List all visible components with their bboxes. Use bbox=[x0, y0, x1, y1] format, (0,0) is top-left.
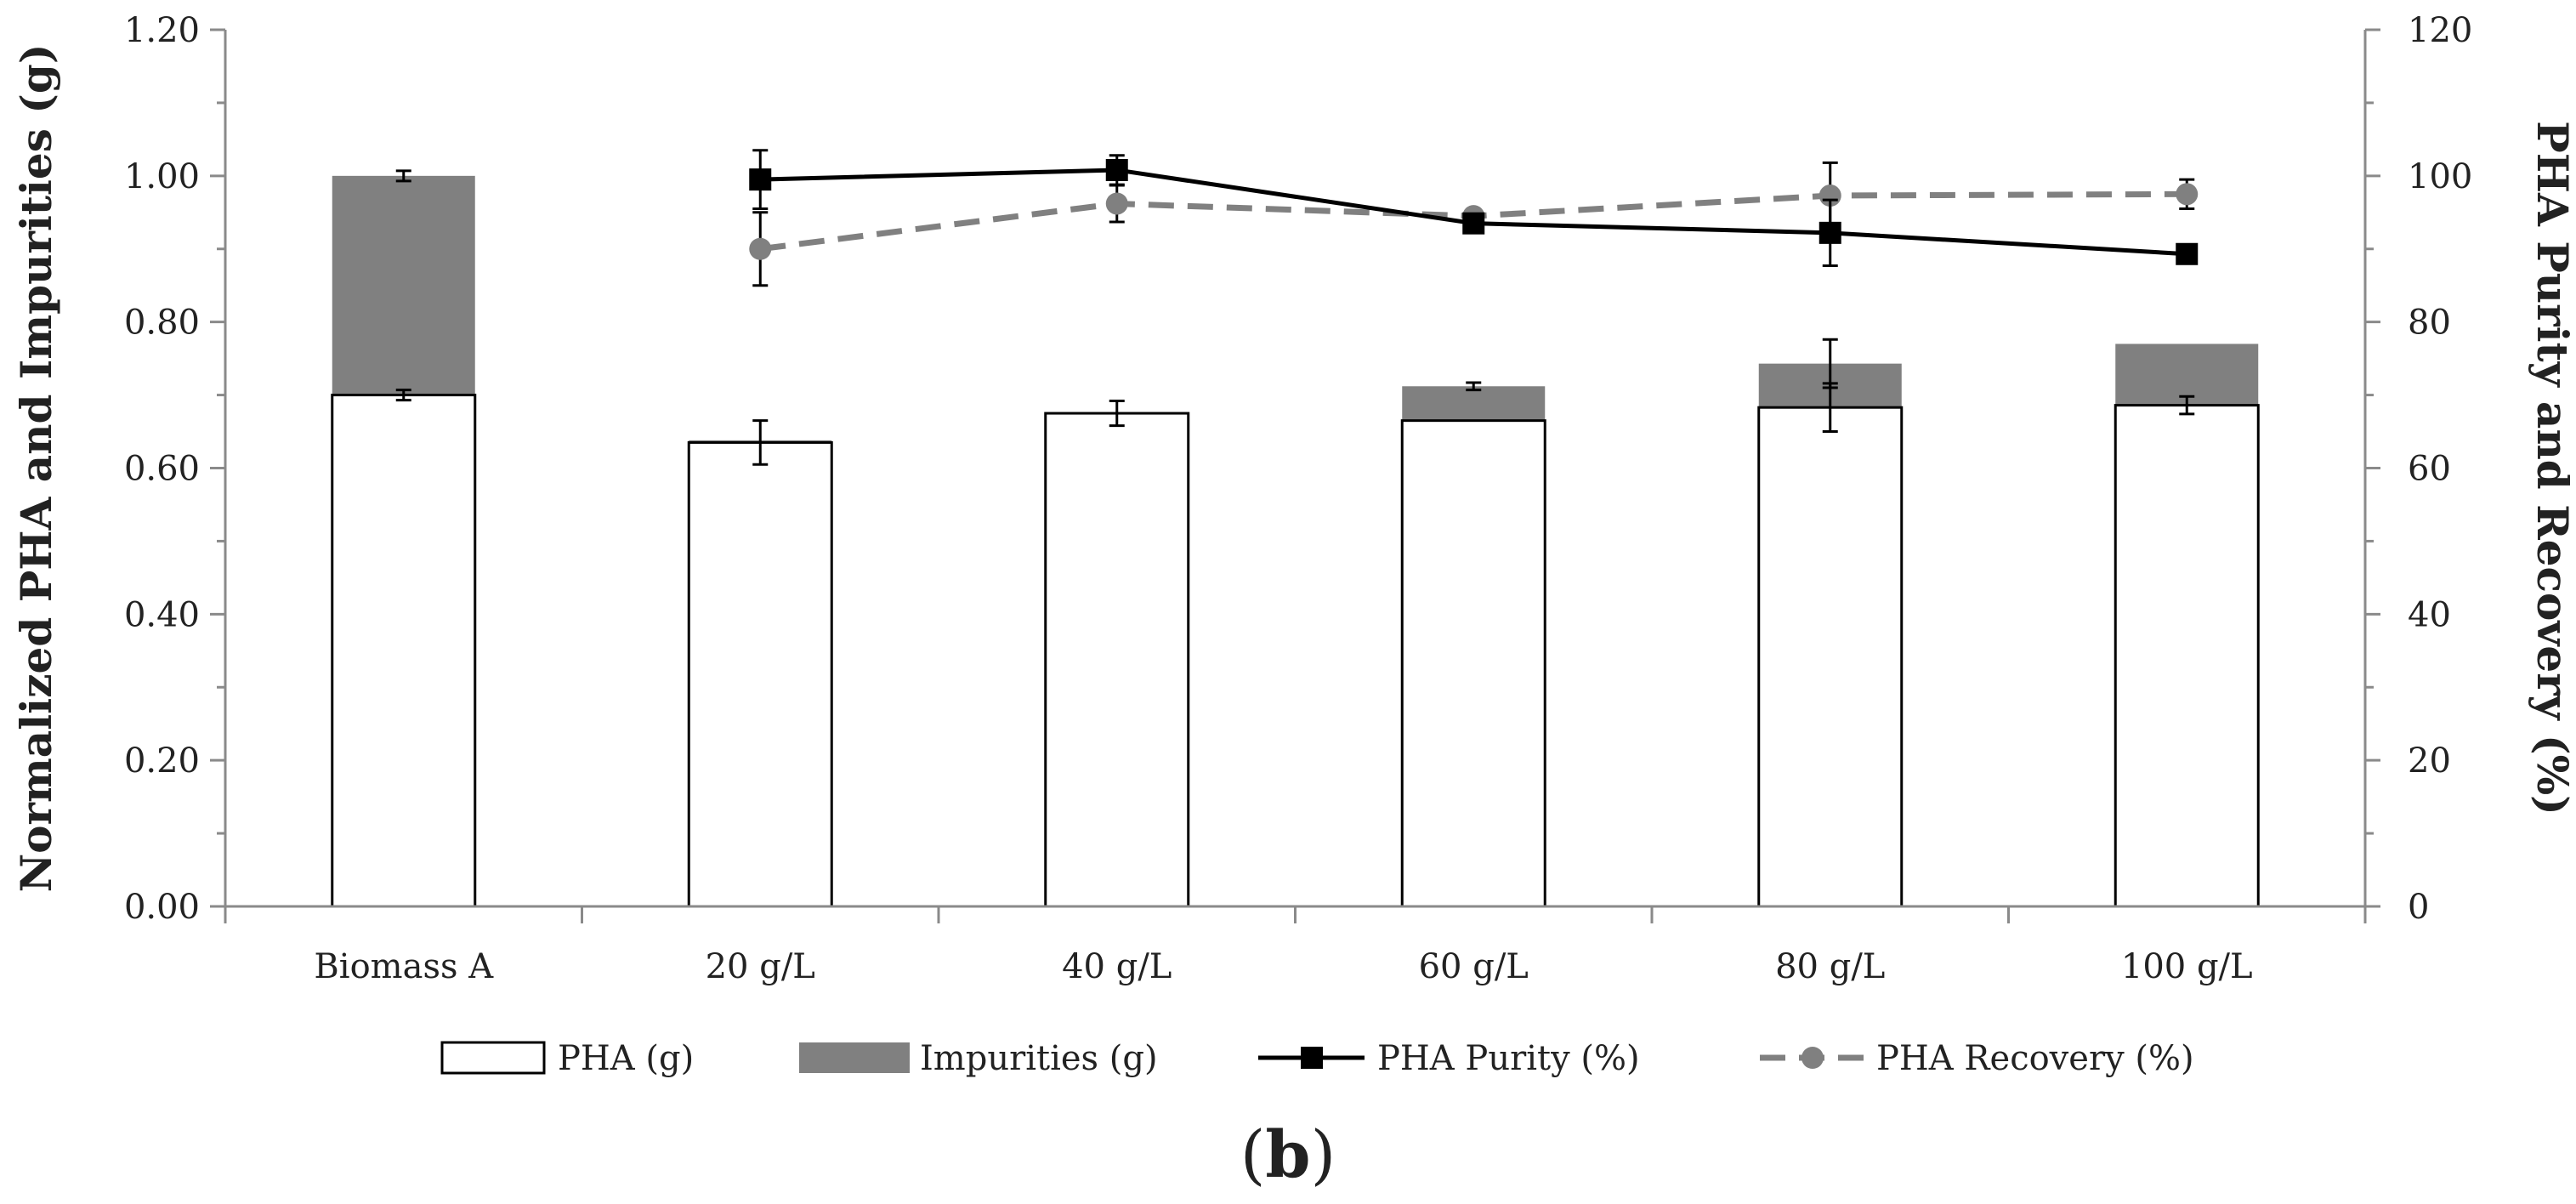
right-tick-label: 20 bbox=[2408, 741, 2451, 781]
right-tick-label: 0 bbox=[2408, 888, 2429, 927]
legend-swatch-pha bbox=[440, 1041, 546, 1075]
panel-label: (b) bbox=[1240, 1116, 1336, 1192]
x-tick-label: 40 g/L bbox=[1062, 947, 1172, 986]
x-axis-ticks: Biomass A 20 g/L 40 g/L 60 g/L 80 g/L 100 g/L bbox=[224, 906, 2367, 986]
x-tick-label: Biomass A bbox=[314, 947, 494, 986]
left-axis-ticks: 0.00 0.20 0.40 0.60 0.80 1.00 1.20 bbox=[124, 11, 225, 927]
left-tick-label: 0.40 bbox=[124, 595, 200, 634]
left-tick-label: 1.20 bbox=[124, 11, 200, 50]
right-tick-label: 60 bbox=[2408, 450, 2451, 489]
bar-error-bars bbox=[395, 169, 2195, 466]
error-bar-impurities bbox=[1822, 338, 1838, 389]
left-tick-label: 0.60 bbox=[124, 450, 200, 489]
error-bar-impurities bbox=[1466, 381, 1482, 392]
point-purity bbox=[1819, 221, 1841, 244]
left-tick-label: 0.80 bbox=[124, 304, 200, 343]
bar-impurities bbox=[1402, 386, 1546, 421]
error-bar-impurities bbox=[395, 169, 411, 183]
left-axis-title: Normalized PHA and Impurities (g) bbox=[11, 43, 61, 892]
right-axis-title: PHA Purity and Recovery (%) bbox=[2528, 121, 2576, 815]
error-bar-pha bbox=[395, 389, 411, 402]
point-purity bbox=[2176, 242, 2199, 265]
right-tick-label: 100 bbox=[2408, 157, 2472, 196]
x-tick-label: 20 g/L bbox=[706, 947, 815, 986]
bar-pha bbox=[1044, 412, 1190, 908]
point-purity bbox=[1462, 212, 1485, 235]
x-tick-label: 100 g/L bbox=[2121, 947, 2253, 986]
error-bar-pha bbox=[752, 419, 769, 466]
legend-marker-recovery bbox=[1801, 1047, 1824, 1069]
bar-pha bbox=[1400, 419, 1546, 908]
right-tick-label: 40 bbox=[2408, 595, 2451, 634]
bars-layer bbox=[331, 175, 2260, 908]
bar-pha bbox=[687, 440, 833, 908]
panel-label-open: ( bbox=[1240, 1116, 1266, 1192]
legend-label-purity: PHA Purity (%) bbox=[1377, 1039, 1640, 1078]
left-tick-label: 0.00 bbox=[124, 888, 200, 927]
bar-pha bbox=[2114, 404, 2260, 908]
x-tick-label: 80 g/L bbox=[1775, 947, 1885, 986]
bar-pha bbox=[1757, 406, 1904, 908]
point-purity bbox=[1105, 158, 1128, 181]
axes-layer bbox=[224, 30, 2367, 908]
legend-marker-purity bbox=[1301, 1047, 1323, 1069]
bar-pha bbox=[331, 394, 477, 908]
error-bar-pha bbox=[2179, 395, 2195, 416]
panel-label-close: ) bbox=[1311, 1116, 1336, 1192]
left-tick-label: 0.20 bbox=[124, 741, 200, 781]
panel-label-letter: b bbox=[1265, 1116, 1310, 1192]
right-tick-label: 80 bbox=[2408, 304, 2451, 343]
point-purity bbox=[749, 168, 772, 191]
point-recovery bbox=[2176, 183, 2199, 206]
bar-impurities bbox=[2115, 344, 2259, 406]
right-tick-label: 120 bbox=[2408, 11, 2472, 50]
point-recovery bbox=[1105, 192, 1128, 215]
left-tick-label: 1.00 bbox=[124, 157, 200, 196]
lines-layer bbox=[749, 149, 2199, 287]
legend-label-pha: PHA (g) bbox=[558, 1039, 694, 1078]
legend: PHA (g) Impurities (g) PHA Purity (%) PH… bbox=[440, 1039, 2194, 1078]
bar-impurities bbox=[332, 175, 475, 395]
legend-label-recovery: PHA Recovery (%) bbox=[1876, 1039, 2194, 1078]
legend-label-impurities: Impurities (g) bbox=[920, 1039, 1158, 1078]
error-bar-pha bbox=[1109, 399, 1125, 428]
point-recovery bbox=[749, 237, 772, 260]
legend-swatch-impurities bbox=[799, 1042, 910, 1073]
x-tick-label: 60 g/L bbox=[1419, 947, 1529, 986]
right-axis-ticks: 0 20 40 60 80 100 120 bbox=[2365, 11, 2472, 927]
